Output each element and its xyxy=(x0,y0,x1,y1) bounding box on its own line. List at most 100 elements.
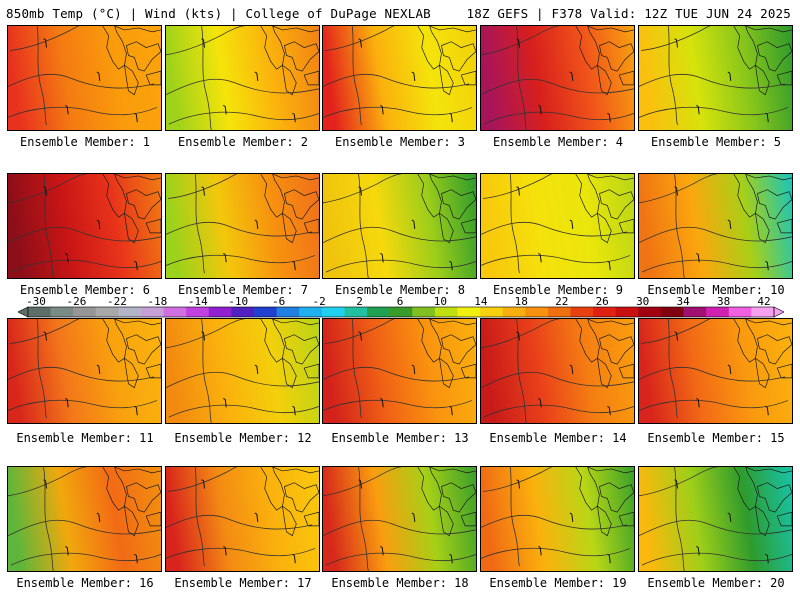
coastline xyxy=(124,505,139,537)
coastline xyxy=(124,357,139,389)
wind-barb xyxy=(96,364,101,375)
wind-barb xyxy=(201,38,205,48)
coastline xyxy=(599,334,634,365)
coastline xyxy=(618,363,634,379)
height-contour xyxy=(8,226,161,244)
height-contour xyxy=(194,467,205,567)
height-contour xyxy=(483,111,634,125)
run-valid-time: 18Z GEFS | F378 Valid: 12Z TUE JUN 24 20… xyxy=(466,6,791,21)
wind-barb xyxy=(516,331,520,341)
wind-barb xyxy=(96,219,101,230)
temperature-shading xyxy=(323,174,476,278)
colorbar-tick-label: -30 xyxy=(26,295,46,308)
coastline xyxy=(597,64,612,96)
height-contour xyxy=(351,26,362,126)
ensemble-member-label: Ensemble Member: 12 xyxy=(174,431,312,445)
height-contour xyxy=(8,467,87,497)
coastline xyxy=(460,511,476,527)
coastline xyxy=(733,319,758,363)
height-contour xyxy=(639,467,718,497)
coastline xyxy=(587,26,634,33)
temperature-field xyxy=(481,467,634,571)
height-contour xyxy=(166,514,313,530)
wind-barb xyxy=(765,112,769,123)
temperature-colorbar xyxy=(18,306,784,318)
coastline xyxy=(114,26,161,33)
coastline xyxy=(587,319,634,326)
wind-barb xyxy=(569,71,574,82)
height-contour xyxy=(639,366,786,382)
temperature-field xyxy=(481,319,634,423)
wind-barb xyxy=(607,112,611,123)
height-contour xyxy=(8,73,155,89)
height-contour xyxy=(201,26,212,130)
coastline xyxy=(599,41,634,72)
height-contour xyxy=(168,404,319,418)
colorbar-swatch xyxy=(141,307,164,317)
coastline xyxy=(575,319,600,363)
colorbar-tick-label: 26 xyxy=(595,295,609,308)
coastline xyxy=(441,189,476,220)
wind-barb xyxy=(411,512,416,523)
colorbar-tick-label: 6 xyxy=(396,295,404,308)
ensemble-member-label: Ensemble Member: 3 xyxy=(334,135,466,149)
wind-barb xyxy=(765,260,769,271)
temperature-field xyxy=(166,467,319,571)
height-contour xyxy=(516,26,527,130)
height-contour xyxy=(43,174,54,278)
coastline xyxy=(417,467,442,511)
height-contour xyxy=(351,319,362,419)
colorbar-swatch xyxy=(50,307,74,317)
height-contour xyxy=(325,259,476,273)
colorbar-swatch xyxy=(321,307,345,317)
wind-barb xyxy=(727,364,732,375)
coastline xyxy=(776,511,792,527)
colorbar-swatch xyxy=(208,307,232,317)
temperature-field xyxy=(481,174,634,278)
height-contour xyxy=(641,259,792,273)
ensemble-member-map xyxy=(322,466,477,572)
coastline xyxy=(776,70,792,86)
height-contour xyxy=(8,399,158,411)
coastline xyxy=(282,212,297,244)
coastline xyxy=(114,467,161,474)
wind-barb xyxy=(201,331,205,341)
colorbar-swatch xyxy=(615,307,639,317)
wind-barb xyxy=(696,253,700,263)
colorbar-tick-label: 38 xyxy=(716,295,731,308)
wind-barb xyxy=(674,331,678,341)
coastline xyxy=(282,505,297,537)
ensemble-member-label: Ensemble Member: 11 xyxy=(16,431,154,445)
colorbar-tick-label: 14 xyxy=(474,295,488,308)
wind-barb xyxy=(358,38,362,48)
height-contour xyxy=(481,371,634,389)
ensemble-member-label: Ensemble Member: 17 xyxy=(174,576,312,590)
colorbar-graphic xyxy=(18,306,784,318)
height-contour xyxy=(324,319,395,344)
height-contour xyxy=(482,467,553,492)
colorbar-swatch xyxy=(389,307,413,317)
coastline xyxy=(429,467,476,474)
wind-barb xyxy=(223,546,227,556)
height-contour xyxy=(640,26,711,51)
coastline xyxy=(599,482,634,513)
ensemble-member-label: Ensemble Member: 18 xyxy=(331,576,469,590)
coastline xyxy=(282,64,297,96)
wind-barb xyxy=(674,38,678,48)
height-contour xyxy=(166,221,313,237)
wind-barb xyxy=(201,186,205,196)
coastline xyxy=(145,511,161,527)
height-contour xyxy=(36,26,47,126)
height-contour xyxy=(639,73,786,89)
wind-barb xyxy=(223,105,227,115)
colorbar-tick-label: 30 xyxy=(636,295,650,308)
colorbar-swatch xyxy=(28,307,51,317)
height-contour xyxy=(639,226,792,244)
wind-barb xyxy=(201,479,205,489)
wind-barb xyxy=(65,398,69,408)
ensemble-member-label: Ensemble Member: 16 xyxy=(16,576,154,590)
coastline xyxy=(733,467,758,511)
wind-barb xyxy=(538,253,542,263)
ensemble-member-label: Ensemble Member: 7 xyxy=(177,283,309,297)
coastline xyxy=(597,212,612,244)
